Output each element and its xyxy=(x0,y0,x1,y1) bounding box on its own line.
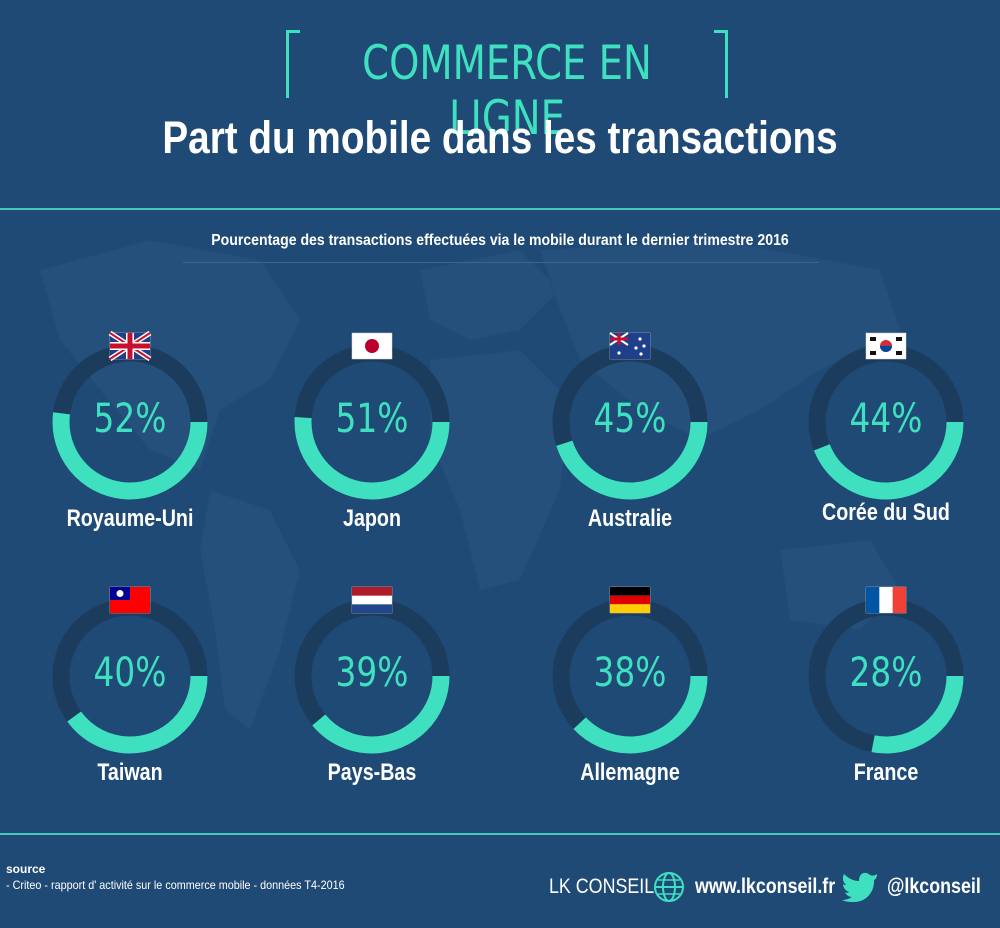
donut-arc-japon xyxy=(294,344,450,500)
country-label: Royaume-Uni xyxy=(66,505,194,532)
value-label: 38% xyxy=(593,650,667,696)
value-label: 51% xyxy=(335,396,409,442)
donut-arc-pays-bas xyxy=(294,598,450,754)
flag-france-icon xyxy=(865,586,907,614)
value-label: 45% xyxy=(593,396,667,442)
value-label: 52% xyxy=(93,396,167,442)
country-label: France xyxy=(853,759,919,786)
page-title: Part du mobile dans les transactions xyxy=(162,112,838,163)
country-label: Japon xyxy=(343,505,401,532)
flag-taiwan-icon xyxy=(109,586,151,614)
header-divider xyxy=(0,208,1000,210)
flag-japan-icon xyxy=(351,332,393,360)
country-label: Taiwan xyxy=(97,759,163,786)
donut-arc-allemagne xyxy=(552,598,708,754)
flag-uk-icon xyxy=(108,330,152,362)
country-label: Australie xyxy=(587,505,673,532)
kicker-frame: COMMERCE EN LIGNE xyxy=(286,30,728,146)
value-label: 40% xyxy=(93,650,167,696)
flag-netherlands-icon xyxy=(351,586,393,614)
globe-icon xyxy=(654,872,684,902)
source-text: - Criteo - rapport d' activité sur le co… xyxy=(6,878,345,892)
flag-australia-icon xyxy=(609,332,651,360)
twitter-icon xyxy=(842,872,877,902)
subtitle-underline xyxy=(183,262,819,263)
header: COMMERCE EN LIGNE Part du mobile dans le… xyxy=(0,0,1000,205)
brand-name: LK CONSEIL xyxy=(549,875,655,898)
flag-germany-icon xyxy=(609,586,651,614)
chart-subtitle: Pourcentage des transactions effectuées … xyxy=(211,232,789,249)
kicker-title: COMMERCE EN LIGNE xyxy=(362,36,652,146)
twitter-handle[interactable]: @lkconseil xyxy=(887,875,981,898)
value-label: 44% xyxy=(849,396,923,442)
donut-arc-australie xyxy=(552,344,708,500)
donut-arc-france xyxy=(808,598,964,754)
country-label: Corée du Sud xyxy=(822,499,950,526)
footer-divider xyxy=(0,833,1000,835)
donut-arc-cor-e-du-sud xyxy=(808,344,964,500)
value-label: 39% xyxy=(335,650,409,696)
website-link[interactable]: www.lkconseil.fr xyxy=(695,875,836,898)
value-label: 28% xyxy=(849,650,923,696)
source-heading: source xyxy=(6,862,46,876)
flag-south-korea-icon xyxy=(865,332,907,360)
donut-arc-royaume-uni xyxy=(52,344,208,500)
country-label: Pays-Bas xyxy=(327,759,417,786)
donut-arc-taiwan xyxy=(52,598,208,754)
country-label: Allemagne xyxy=(580,759,680,786)
